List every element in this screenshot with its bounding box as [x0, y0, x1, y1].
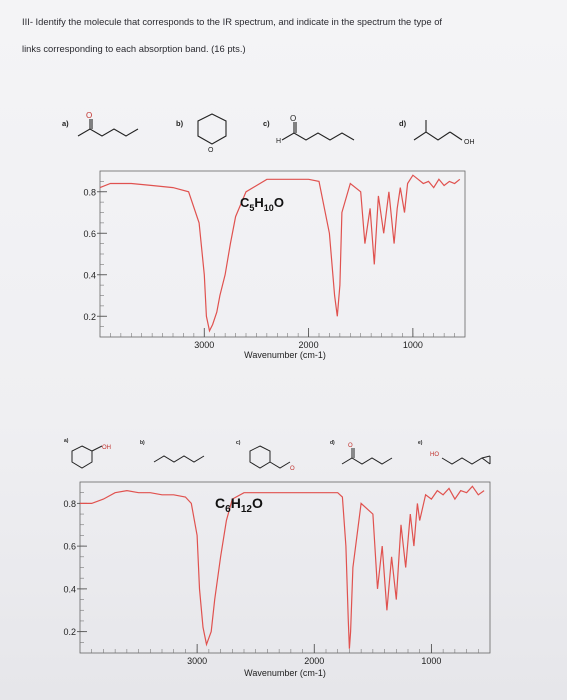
molecule-a-atom: O: [86, 111, 92, 120]
y-tick-label: 0.8: [83, 187, 96, 197]
question-line-2: links corresponding to each absorption b…: [22, 43, 246, 54]
question-text: III- Identify the molecule that correspo…: [22, 8, 552, 62]
option-d-label: d): [399, 119, 407, 128]
molecule-c-atom: O: [290, 114, 296, 123]
spectrum-2-frame: [79, 481, 491, 654]
spectrum-2-x-tick-labels: 3000 2000 1000: [187, 656, 441, 666]
spectrum-1-x-axis-label: Wavenumber (cm-1): [244, 350, 326, 360]
molecule2-e-structure: HO: [430, 452, 491, 465]
molecule2-b-structure: [153, 455, 205, 463]
molecule2-d-atom: O: [348, 443, 353, 449]
spectrum-2-formula: C6H12O: [215, 495, 263, 515]
x-tick-label: 1000: [421, 656, 441, 666]
spectrum-1-x-tick-labels: 3000 2000 1000: [194, 340, 423, 350]
y-tick-label: 0.2: [63, 627, 76, 637]
x-tick-label: 1000: [403, 340, 423, 350]
molecule2-c-atom: O: [290, 466, 295, 472]
spectrum-2-ticks: [77, 492, 479, 653]
spectrum-2-x-axis-label: Wavenumber (cm-1): [244, 668, 326, 678]
option2-a-label: a): [64, 438, 69, 444]
y-tick-label: 0.6: [63, 542, 76, 552]
option-c-label: c): [263, 119, 270, 128]
molecule-c-structure: O H: [276, 114, 355, 145]
x-tick-label: 2000: [299, 340, 319, 350]
molecule-a-structure: O: [77, 111, 139, 137]
x-tick-label: 2000: [304, 656, 324, 666]
molecule2-d-structure: O: [341, 443, 393, 465]
molecule2-e-atom: HO: [430, 452, 439, 458]
option-a-label: a): [62, 119, 69, 128]
molecule-d-atom: OH: [464, 139, 475, 146]
x-tick-label: 3000: [194, 340, 214, 350]
option2-e-label: e): [418, 440, 423, 446]
y-tick-label: 0.2: [83, 312, 96, 322]
spectrum-1-ticks: [97, 181, 455, 337]
spectrum-2-series-line: [80, 485, 485, 649]
y-tick-label: 0.8: [63, 499, 76, 509]
spectrum-1-y-tick-labels: 0.8 0.6 0.4 0.2: [83, 187, 96, 322]
option-b-label: b): [176, 119, 184, 128]
x-tick-label: 3000: [187, 656, 207, 666]
spectrum-2-y-tick-labels: 0.8 0.6 0.4 0.2: [63, 499, 76, 637]
molecule2-c-structure: O: [249, 445, 295, 472]
option2-c-label: c): [236, 440, 241, 446]
molecule2-a-structure: OH: [71, 445, 111, 469]
question-line-1: III- Identify the molecule that correspo…: [22, 16, 443, 27]
molecule-c-atom2: H: [276, 138, 281, 145]
y-tick-label: 0.4: [83, 270, 96, 280]
option2-d-label: d): [330, 440, 335, 446]
molecule-b-structure: O: [197, 113, 227, 152]
spectrum-1-formula: C5H10O: [240, 195, 284, 213]
molecule-b-atom: O: [208, 147, 214, 152]
molecule2-a-atom: OH: [102, 445, 111, 451]
molecule-d-structure: OH: [413, 120, 475, 146]
ir-spectrum-2: 0.8 0.6 0.4 0.2 3000 2000 1000 C6H12O Wavenum…: [63, 481, 491, 678]
y-tick-label: 0.4: [63, 584, 76, 594]
option2-b-label: b): [140, 440, 145, 446]
y-tick-label: 0.6: [83, 229, 96, 239]
ir-spectrum-1: 0.8 0.6 0.4 0.2 3000 2000 1000 C5H10O Wavenum…: [83, 170, 466, 360]
spectrum-1-series-line: [99, 174, 461, 333]
